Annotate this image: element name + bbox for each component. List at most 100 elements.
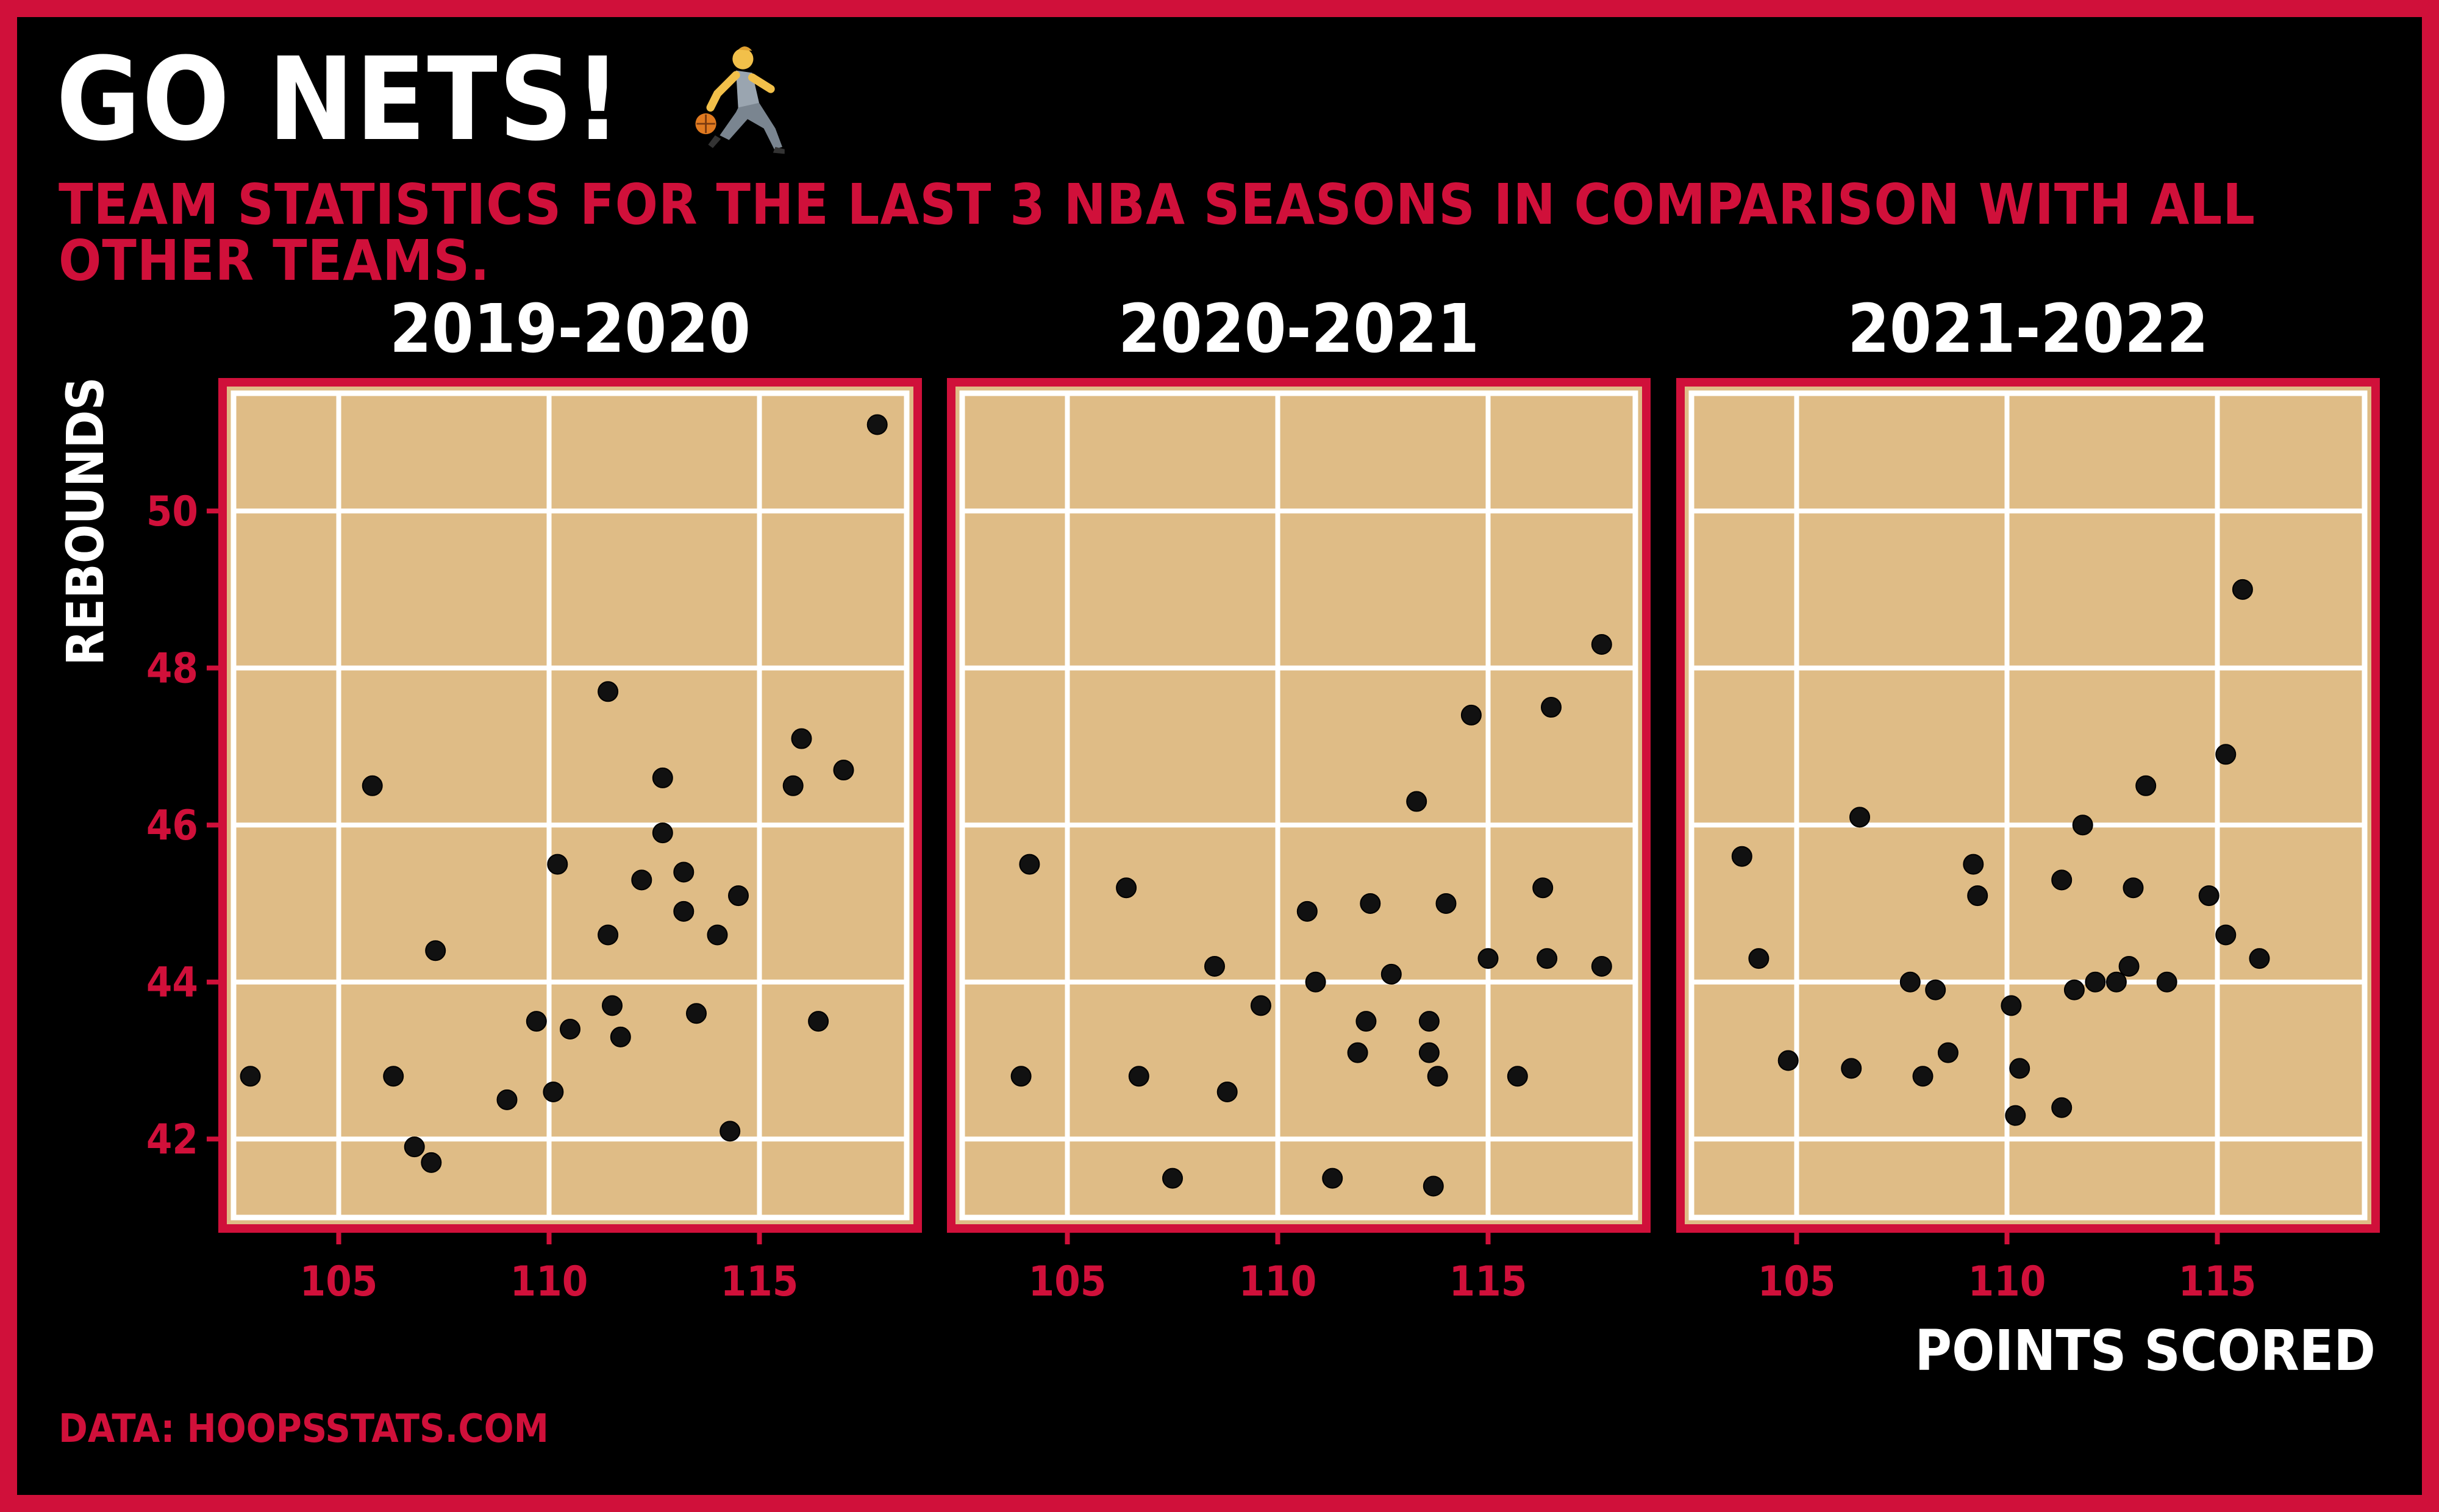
data-point: [404, 1136, 425, 1158]
data-point: [2249, 948, 2270, 969]
data-point: [2232, 579, 2253, 600]
y-tick-label: 42: [146, 1116, 198, 1164]
data-point: [1162, 1168, 1183, 1189]
data-point: [1435, 893, 1457, 914]
data-point: [383, 1066, 404, 1087]
data-point: [1849, 807, 1870, 828]
data-point: [2215, 924, 2237, 946]
data-point: [1355, 1011, 1377, 1032]
panel-area: [1688, 390, 2368, 1221]
data-point: [1418, 1011, 1440, 1032]
data-point: [598, 681, 619, 702]
data-point: [673, 900, 695, 922]
data-point: [1322, 1168, 1343, 1189]
data-point: [1731, 846, 1752, 867]
data-point: [1777, 1050, 1799, 1071]
data-point: [2215, 744, 2237, 765]
title-text: GO NETS!: [56, 33, 623, 166]
data-point: [2118, 955, 2140, 977]
data-point: [1380, 963, 1402, 985]
x-tick-label: 110: [510, 1258, 588, 1306]
data-point: [686, 1003, 707, 1024]
data-point: [707, 924, 728, 946]
data-point: [1937, 1042, 1959, 1063]
x-tick-label: 115: [1449, 1258, 1527, 1306]
data-point: [1216, 1081, 1238, 1102]
data-point: [1537, 948, 1558, 969]
data-point: [1427, 1066, 1448, 1087]
data-point: [2085, 971, 2106, 993]
data-point: [1423, 1175, 1444, 1197]
data-point: [1418, 1042, 1440, 1063]
data-point: [1010, 1066, 1032, 1087]
data-point: [720, 1121, 741, 1142]
data-point: [602, 995, 623, 1016]
data-point: [866, 414, 888, 435]
panel-title: 2020-2021: [1118, 290, 1479, 368]
data-point: [1477, 948, 1499, 969]
data-point: [2051, 869, 2073, 891]
data-point: [1532, 877, 1554, 899]
data-point: [782, 775, 804, 796]
data-point: [362, 775, 383, 796]
data-point: [425, 940, 446, 961]
panel-area: [230, 390, 910, 1221]
data-point: [1296, 900, 1318, 922]
panel-area: [959, 390, 1638, 1221]
data-point: [2009, 1058, 2030, 1079]
y-tick-label: 50: [146, 488, 198, 536]
data-point: [1967, 885, 1988, 907]
data-point: [560, 1018, 580, 1040]
data-point: [1507, 1066, 1528, 1087]
data-point: [1963, 854, 1984, 875]
data-point: [1912, 1066, 1934, 1087]
data-point: [808, 1011, 829, 1032]
panel-title: 2019-2020: [390, 290, 751, 368]
data-point: [526, 1011, 547, 1032]
data-point: [1841, 1058, 1862, 1079]
data-point: [1347, 1042, 1368, 1063]
data-point: [1250, 995, 1271, 1016]
data-point: [631, 869, 652, 891]
x-axis-label: POINTS SCORED: [1915, 1318, 2376, 1383]
data-point: [728, 885, 749, 907]
data-point: [1019, 854, 1040, 875]
x-tick-label: 105: [1758, 1258, 1836, 1306]
data-point: [496, 1089, 518, 1110]
data-point: [240, 1066, 261, 1087]
chart-title: GO NETS!: [56, 43, 794, 159]
basketball-player-icon: [695, 46, 785, 154]
data-point: [610, 1026, 631, 1047]
data-point: [1204, 955, 1225, 977]
data-point: [2156, 971, 2177, 993]
y-tick-label: 46: [146, 802, 198, 850]
data-point: [1541, 697, 1562, 718]
y-tick-label: 48: [146, 645, 198, 693]
data-point: [652, 822, 673, 844]
chart-subtitle: TEAM STATISTICS FOR THE LAST 3 NBA SEASO…: [59, 172, 2255, 293]
data-point: [2135, 775, 2157, 796]
data-point: [1591, 634, 1612, 655]
data-point: [791, 728, 812, 749]
data-point: [1591, 955, 1612, 977]
data-point: [2063, 979, 2085, 1000]
data-point: [1460, 704, 1482, 726]
x-tick-label: 105: [1029, 1258, 1107, 1306]
data-point: [673, 861, 695, 883]
x-tick-label: 105: [300, 1258, 378, 1306]
data-point: [547, 854, 568, 875]
x-tick-label: 110: [1968, 1258, 2046, 1306]
data-point: [1899, 971, 1921, 993]
data-source-caption: DATA: HOOPSSTATS.COM: [59, 1407, 549, 1452]
data-point: [2072, 815, 2093, 836]
data-point: [2105, 971, 2127, 993]
data-point: [421, 1152, 442, 1173]
y-tick-label: 44: [146, 959, 198, 1007]
data-point: [2005, 1105, 2026, 1126]
x-tick-label: 115: [721, 1258, 799, 1306]
data-point: [652, 767, 673, 788]
data-point: [1406, 791, 1427, 812]
data-point: [1748, 948, 1769, 969]
data-point: [1925, 979, 1946, 1000]
